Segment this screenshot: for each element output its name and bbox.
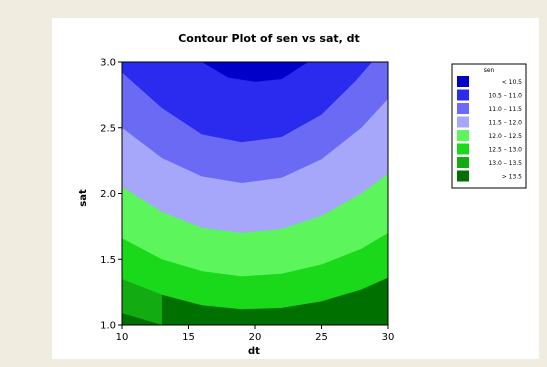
y-tick-label: 1.5 [100,255,116,266]
x-axis: 10 15 20 25 30 [116,325,395,343]
legend-label: < 10.5 [502,79,522,86]
legend-label: > 13.5 [502,174,522,181]
y-axis: 1.0 1.5 2.0 2.5 3.0 [100,58,122,332]
y-axis-label: sat [78,189,89,207]
x-tick-label: 20 [249,332,262,343]
legend-swatch [457,103,469,114]
x-tick-label: 30 [382,332,395,343]
legend-label: 12.5 – 13.0 [488,147,522,154]
chart-frame: Contour Plot of sen vs sat, dt 10 15 20 25 3… [52,18,539,359]
legend-swatch [457,170,469,182]
legend-swatch [457,76,469,87]
contour-region-1 [122,62,373,143]
legend-title: sen [484,67,495,74]
legend-swatch [457,143,469,155]
legend-swatch [457,89,469,101]
y-tick-label: 2.5 [100,123,116,134]
legend-label: 11.5 – 12.0 [488,120,522,127]
y-tick-label: 2.0 [100,189,116,200]
legend-swatch [457,116,469,128]
legend-label: 13.0 – 13.5 [488,160,522,167]
legend: sen < 10.5 10.5 – 11.0 11.0 – 11.5 11.5 – 1… [451,63,527,189]
legend-swatch [457,130,469,141]
x-tick-label: 15 [182,332,195,343]
plot-area [121,61,389,326]
legend-label: 12.0 – 12.5 [488,133,522,140]
legend-swatch [457,157,469,168]
x-tick-label: 10 [116,332,129,343]
chart-title: Contour Plot of sen vs sat, dt [178,32,360,45]
legend-label: 10.5 – 11.0 [488,93,522,100]
x-axis-label: dt [248,346,260,357]
contour-chart: Contour Plot of sen vs sat, dt 10 15 20 25 3… [78,32,527,357]
x-tick-label: 25 [315,332,328,343]
y-tick-label: 3.0 [100,58,116,69]
y-tick-label: 1.0 [100,321,116,332]
legend-label: 11.0 – 11.5 [488,106,522,113]
contour-region-0 [201,62,309,82]
